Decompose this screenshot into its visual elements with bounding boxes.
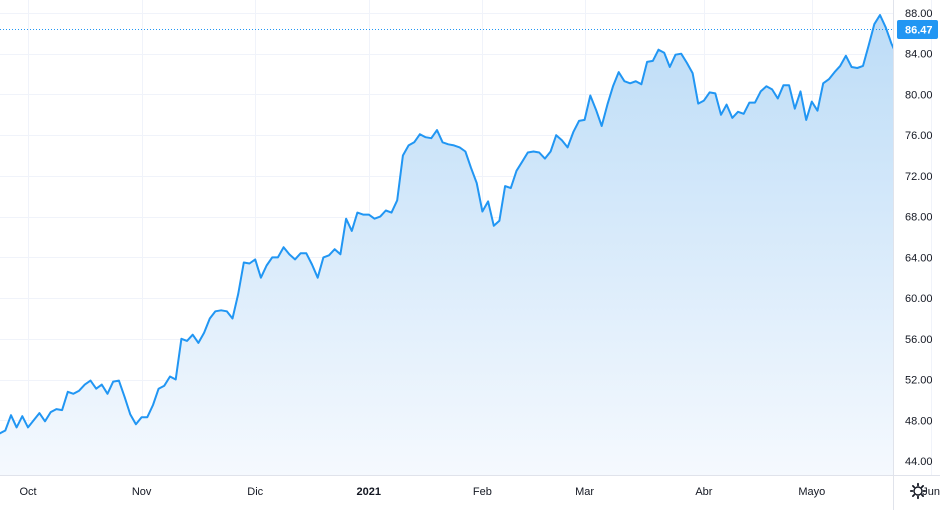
x-tick-label: Nov: [132, 486, 152, 498]
gear-icon[interactable]: [909, 482, 927, 500]
y-tick-label: 76.00: [905, 130, 933, 142]
last-price-badge-group: 86.47: [897, 20, 938, 39]
y-tick-label: 68.00: [905, 212, 933, 224]
y-tick-label: 52.00: [905, 375, 933, 387]
x-tick-label: Mayo: [798, 486, 825, 498]
y-tick-label: 80.00: [905, 90, 933, 102]
y-tick-label: 60.00: [905, 293, 933, 305]
x-tick-label: Oct: [19, 486, 36, 498]
x-tick-label: Mar: [575, 486, 594, 498]
y-tick-label: 84.00: [905, 49, 933, 61]
series-area-fill: [0, 15, 893, 475]
x-tick-label: 2021: [357, 486, 381, 498]
last-price-badge: [897, 20, 938, 39]
x-tick-label: Dic: [247, 486, 263, 498]
x-tick-label: Feb: [473, 486, 492, 498]
y-tick-label: 64.00: [905, 252, 933, 264]
y-tick-label: 48.00: [905, 415, 933, 427]
y-axis: 44.00 48.00 52.00 56.00 60.00 64.00 68.00 72.00…: [905, 8, 933, 468]
y-tick-label: 88.00: [905, 8, 933, 20]
series-line: [0, 14, 893, 435]
x-tick-label: Jun: [922, 486, 940, 498]
plot-area: [0, 14, 893, 475]
y-tick-label: 44.00: [905, 456, 933, 468]
x-axis: Oct Nov Dic 2021 Feb Mar Abr Mayo Jun: [19, 486, 940, 498]
last-price-label: 86.47: [905, 25, 933, 37]
y-tick-label: 56.00: [905, 334, 933, 346]
x-tick-label: Abr: [695, 486, 712, 498]
y-tick-label: 72.00: [905, 171, 933, 183]
